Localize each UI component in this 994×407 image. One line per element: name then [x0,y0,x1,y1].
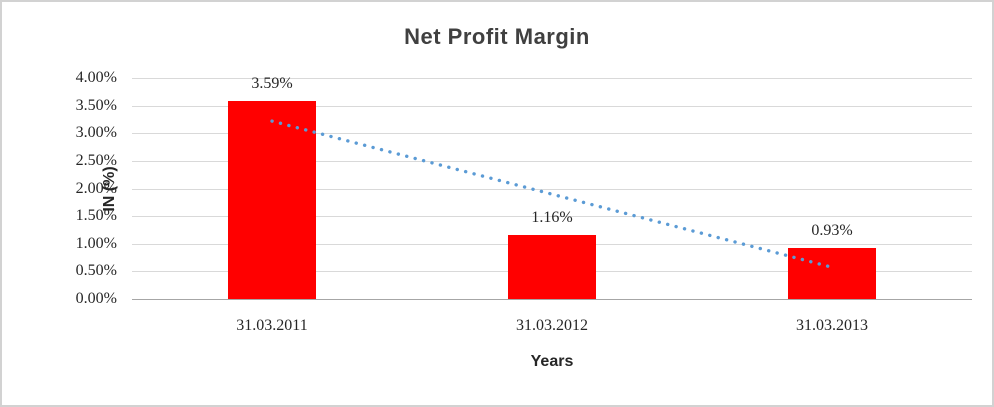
bar-31.03.2012 [508,235,596,299]
y-tick-label: 2.00% [75,180,117,197]
gridline [132,106,972,107]
x-tick-label: 31.03.2012 [516,317,588,334]
bar-data-label: 1.16% [531,209,573,226]
x-axis-line [132,299,972,300]
y-tick-label: 0.00% [75,290,117,307]
y-tick-label: 4.00% [75,69,117,86]
y-tick-label: 1.00% [75,235,117,252]
bar-data-label: 3.59% [251,75,293,92]
bar-data-label: 0.93% [811,222,853,239]
bar-31.03.2011 [228,101,316,299]
gridline [132,78,972,79]
y-tick-label: 3.00% [75,124,117,141]
bar-31.03.2013 [788,248,876,299]
x-tick-label: 31.03.2013 [796,317,868,334]
chart-title: Net Profit Margin [404,24,590,49]
y-tick-label: 3.50% [75,97,117,114]
y-tick-label: 1.50% [75,207,117,224]
y-tick-label: 2.50% [75,152,117,169]
y-tick-label: 0.50% [75,262,117,279]
x-tick-label: 31.03.2011 [236,317,308,334]
x-axis-title: Years [530,353,574,370]
